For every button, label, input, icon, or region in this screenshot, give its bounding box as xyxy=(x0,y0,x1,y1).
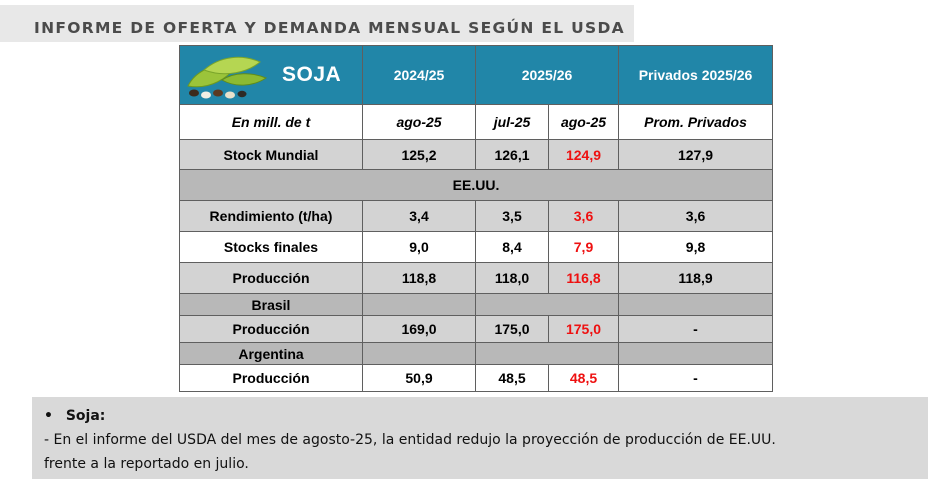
col-group-2025-26: 2025/26 xyxy=(474,45,620,105)
soybean-pods-icon xyxy=(187,56,268,99)
note-line-2: frente a la reportado en julio. xyxy=(44,456,249,472)
section-row: Brasil xyxy=(179,293,774,316)
section-filler xyxy=(474,293,620,316)
cell-value-highlight: 124,9 xyxy=(547,139,620,170)
section-filler xyxy=(362,342,476,365)
cell-value: 48,5 xyxy=(475,364,549,392)
subheader-ago25-b: ago-25 xyxy=(547,104,620,140)
product-label: SOJA xyxy=(282,63,342,86)
cell-value-highlight: 7,9 xyxy=(547,231,620,263)
cell-value: 175,0 xyxy=(475,315,549,343)
cell-value: 8,4 xyxy=(475,231,549,263)
section-filler xyxy=(618,293,774,316)
cell-value: 3,6 xyxy=(618,200,774,232)
cell-value: 118,9 xyxy=(618,262,774,294)
bullet-icon: • xyxy=(44,408,53,424)
col-group-2024-25: 2024/25 xyxy=(362,45,476,105)
subheader-row: En mill. de t ago-25 jul-25 ago-25 Prom.… xyxy=(179,104,774,140)
cell-value: 169,0 xyxy=(362,315,476,343)
section-filler xyxy=(474,342,620,365)
subheader-prom-privados: Prom. Privados xyxy=(618,104,774,140)
cell-value: 9,0 xyxy=(362,231,476,263)
row-label: Stocks finales xyxy=(179,231,363,263)
cell-value: - xyxy=(618,364,774,392)
page-title: INFORME DE OFERTA Y DEMANDA MENSUAL SEGÚ… xyxy=(34,19,625,37)
row-label: Producción xyxy=(179,315,363,343)
cell-value: 118,8 xyxy=(362,262,476,294)
cell-value: 50,9 xyxy=(362,364,476,392)
unit-label: En mill. de t xyxy=(179,104,363,140)
cell-value: 125,2 xyxy=(362,139,476,170)
note-line-1: - En el informe del USDA del mes de agos… xyxy=(44,432,776,448)
cell-value-highlight: 48,5 xyxy=(547,364,620,392)
cell-value-highlight: 175,0 xyxy=(547,315,620,343)
product-header-cell: SOJA xyxy=(179,45,363,105)
cell-value: 127,9 xyxy=(618,139,774,170)
subheader-ago25-a: ago-25 xyxy=(362,104,476,140)
cell-value: 3,4 xyxy=(362,200,476,232)
cell-value: 126,1 xyxy=(475,139,549,170)
section-label-usa: EE.UU. xyxy=(178,169,774,201)
row-label: Stock Mundial xyxy=(179,139,363,170)
cell-value: 3,5 xyxy=(475,200,549,232)
section-row: Argentina xyxy=(179,342,774,365)
section-filler xyxy=(618,342,774,365)
section-label-brasil: Brasil xyxy=(179,293,363,316)
cell-value-highlight: 116,8 xyxy=(547,262,620,294)
row-label: Producción xyxy=(179,262,363,294)
section-row: EE.UU. xyxy=(178,169,774,201)
subheader-jul25: jul-25 xyxy=(475,104,549,140)
note-heading: • Soja: xyxy=(44,408,105,424)
supply-demand-table: SOJA 2024/25 2025/26 Privados 2025/26 En… xyxy=(178,45,774,392)
table-row: Stock Mundial 125,2 126,1 124,9 127,9 xyxy=(179,139,774,170)
note-heading-text: Soja: xyxy=(65,408,106,424)
row-label: Rendimiento (t/ha) xyxy=(179,200,363,232)
section-label-argentina: Argentina xyxy=(179,342,363,365)
title-bar: INFORME DE OFERTA Y DEMANDA MENSUAL SEGÚ… xyxy=(0,5,634,42)
table-row: Producción 169,0 175,0 175,0 - xyxy=(179,315,774,343)
cell-value: 118,0 xyxy=(475,262,549,294)
cell-value: 9,8 xyxy=(618,231,774,263)
row-label: Producción xyxy=(179,364,363,392)
table-row: Producción 118,8 118,0 116,8 118,9 xyxy=(179,262,774,294)
section-filler xyxy=(362,293,476,316)
table-row: Rendimiento (t/ha) 3,4 3,5 3,6 3,6 xyxy=(179,200,774,232)
table-header-row: SOJA 2024/25 2025/26 Privados 2025/26 xyxy=(179,45,774,105)
table-row: Stocks finales 9,0 8,4 7,9 9,8 xyxy=(179,231,774,263)
table-row: Producción 50,9 48,5 48,5 - xyxy=(179,364,774,392)
note-box: • Soja: - En el informe del USDA del mes… xyxy=(32,397,928,479)
col-group-privados: Privados 2025/26 xyxy=(618,45,774,105)
cell-value-highlight: 3,6 xyxy=(547,200,620,232)
cell-value: - xyxy=(618,315,774,343)
